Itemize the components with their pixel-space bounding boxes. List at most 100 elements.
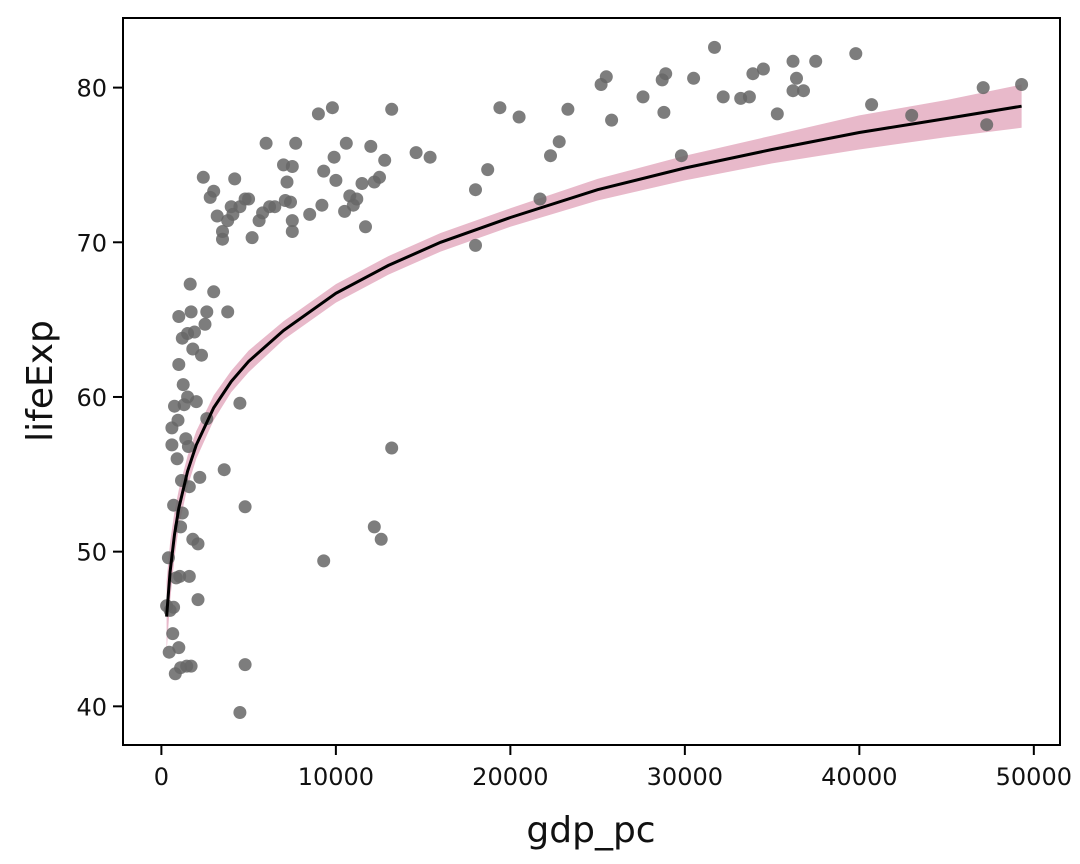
data-point (756, 62, 770, 76)
data-point (770, 107, 784, 121)
data-point (350, 192, 364, 206)
data-point (189, 395, 203, 409)
data-point (191, 537, 205, 551)
data-point (303, 207, 317, 221)
data-point (311, 107, 325, 121)
data-point (198, 317, 212, 331)
plot-frame (122, 17, 1061, 746)
y-tick-label: 50 (76, 539, 107, 567)
data-point (200, 305, 214, 319)
data-point (182, 569, 196, 583)
data-point (172, 641, 186, 655)
y-tick-label: 80 (76, 75, 107, 103)
data-point (217, 463, 231, 477)
data-point (183, 277, 197, 291)
data-point (184, 305, 198, 319)
data-point (512, 110, 526, 124)
data-point (233, 706, 247, 719)
data-point (797, 84, 810, 98)
data-point (385, 102, 399, 116)
data-point (284, 195, 297, 209)
x-tick-label: 50000 (996, 763, 1072, 791)
data-point (167, 600, 181, 614)
data-point (172, 358, 186, 371)
x-tick-label: 20000 (472, 763, 548, 791)
data-point (657, 105, 671, 119)
data-point (865, 98, 879, 112)
data-point (561, 102, 575, 116)
data-point (166, 627, 180, 641)
x-axis: 0 10000 20000 30000 40000 50000 (154, 745, 1072, 791)
data-point (168, 399, 181, 413)
data-point (165, 438, 179, 452)
data-point (742, 90, 756, 104)
data-point (176, 378, 190, 392)
data-point (674, 149, 688, 163)
data-point (207, 285, 221, 299)
data-point (268, 200, 282, 214)
data-point (599, 70, 613, 84)
data-point (469, 238, 482, 252)
fit-line (165, 104, 1022, 617)
data-point (746, 67, 760, 81)
data-point (364, 139, 378, 153)
data-point (173, 569, 187, 583)
data-point (552, 135, 566, 149)
data-point (289, 136, 303, 150)
data-point (708, 40, 721, 54)
data-point (167, 498, 181, 512)
data-point (687, 71, 701, 85)
data-point (245, 231, 259, 245)
data-point (409, 146, 423, 160)
data-point (170, 452, 184, 466)
data-point (355, 177, 369, 190)
data-point (181, 440, 195, 453)
y-axis: 40 50 60 70 80 (76, 75, 123, 721)
data-point (329, 173, 343, 187)
data-point (315, 198, 329, 212)
y-axis-title: lifeExp (20, 320, 61, 442)
data-point (809, 54, 823, 68)
data-point (790, 71, 803, 85)
data-point (285, 214, 299, 228)
data-point (469, 183, 482, 197)
data-point (196, 170, 210, 184)
x-tick-label: 0 (154, 763, 169, 791)
data-point (172, 310, 186, 323)
data-point (216, 232, 229, 246)
data-point (193, 470, 207, 484)
fit-line-layer (165, 104, 1022, 617)
data-point (228, 172, 242, 186)
data-point (221, 305, 235, 319)
data-point (171, 413, 185, 427)
data-point (533, 192, 547, 206)
data-point (210, 209, 224, 223)
data-point (849, 47, 863, 61)
confidence-band-layer (166, 84, 1022, 653)
data-point (481, 163, 495, 177)
data-point (374, 532, 388, 546)
data-point (786, 54, 800, 68)
data-point (327, 150, 341, 164)
y-tick-label: 60 (76, 384, 107, 412)
data-point (544, 149, 557, 163)
data-point (1015, 78, 1029, 91)
data-point (367, 520, 381, 534)
x-tick-label: 30000 (647, 763, 723, 791)
data-point (259, 136, 273, 150)
y-tick-label: 40 (76, 693, 107, 721)
data-point (325, 101, 339, 115)
confidence-band (166, 84, 1022, 653)
data-point (317, 164, 331, 178)
data-point (659, 67, 673, 81)
data-point (385, 441, 399, 455)
data-point (238, 500, 252, 514)
data-point (423, 150, 437, 164)
data-point (373, 170, 386, 184)
data-point (378, 153, 392, 167)
data-point (317, 554, 331, 568)
data-point (976, 81, 990, 95)
x-axis-title: gdp_pc (526, 810, 655, 851)
data-point (905, 108, 919, 122)
